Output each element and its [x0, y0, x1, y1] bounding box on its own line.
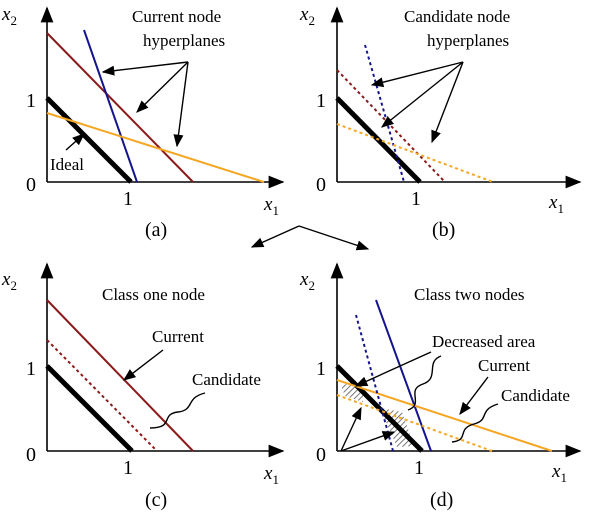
panel-c-x-axis-label: x1	[263, 463, 279, 487]
panel-b-axes	[330, 6, 582, 189]
panel-b-pointer-arrows	[370, 61, 464, 144]
panel-d-caption: (d)	[430, 489, 453, 511]
panel-a-x-axis-label: x1	[263, 194, 279, 218]
panel-c-current-hyperplane	[46, 299, 194, 452]
panel-c-pointers	[123, 349, 206, 429]
panel-d-ideal-line	[335, 364, 424, 453]
panel-b-y-tick-1: 1	[316, 90, 326, 112]
panel-c-axes	[40, 262, 285, 458]
transition-arrows	[250, 225, 370, 251]
panel-d-axes	[330, 262, 582, 458]
panel-d-origin-tick: 0	[316, 444, 326, 466]
panel-a-current-hyperplane-blue	[83, 29, 138, 183]
panel-b: x2 x1 0 1 1 Candidate node hyperplanes (…	[299, 4, 582, 241]
panel-a-axes	[40, 6, 285, 189]
panel-a-y-tick-1: 1	[26, 90, 36, 112]
panel-c-y-axis-label: x2	[1, 269, 17, 293]
panel-b-x-tick-1: 1	[411, 188, 421, 210]
panel-a-x-tick-1: 1	[123, 188, 133, 210]
panel-a: x2 x1 0 1 1 Current node hyperplanes Ide…	[1, 4, 285, 241]
panel-d-x-axis-label: x1	[551, 461, 567, 485]
panel-c-caption: (c)	[145, 489, 167, 511]
panel-b-x-axis-label: x1	[548, 192, 564, 216]
panel-a-ideal-line	[45, 96, 133, 184]
panel-a-title-line2: hyperplanes	[143, 31, 225, 50]
panel-a-ideal-label: Ideal	[50, 155, 84, 174]
panel-d-y-axis-label: x2	[299, 269, 315, 293]
panel-a-origin-tick: 0	[26, 174, 36, 196]
panel-d-current-hyperplane-orange	[336, 379, 553, 452]
panel-a-caption: (a)	[145, 219, 167, 241]
panel-b-candidate-hyperplane-red	[336, 69, 446, 183]
panel-d-decreased-area-label: Decreased area	[432, 332, 536, 351]
panel-c-origin-tick: 0	[26, 444, 36, 466]
panel-b-title-line2: hyperplanes	[427, 31, 509, 50]
panel-b-candidate-hyperplane-orange	[336, 123, 494, 183]
panel-c-current-label: Current	[152, 327, 204, 346]
panel-c-title: Class one node	[102, 285, 205, 304]
panel-c: x2 x1 0 1 1 Class one node Current Candi…	[1, 262, 285, 511]
panel-a-current-hyperplane-orange	[46, 112, 265, 183]
panel-d: x2 x1 0 1 1 Class two nodes Decreased ar…	[299, 262, 582, 511]
panel-c-candidate-label: Candidate	[192, 370, 261, 389]
panel-b-y-axis-label: x2	[299, 4, 315, 28]
panel-b-title-line1: Candidate node	[404, 7, 510, 26]
panel-c-y-tick-1: 1	[26, 358, 36, 380]
panel-a-title-line1: Current node	[132, 7, 221, 26]
panel-c-candidate-hyperplane	[46, 339, 158, 452]
panel-c-x-tick-1: 1	[123, 457, 133, 479]
panel-a-current-hyperplane-red	[46, 32, 194, 183]
panel-b-caption: (b)	[432, 219, 455, 241]
panel-d-current-label: Current	[478, 356, 530, 375]
panel-d-pointers	[340, 351, 499, 452]
panel-d-candidate-label: Candidate	[501, 386, 570, 405]
panel-a-y-axis-label: x2	[1, 4, 17, 28]
panel-d-y-tick-1: 1	[316, 358, 326, 380]
panel-d-x-tick-1: 1	[414, 457, 424, 479]
panel-b-origin-tick: 0	[316, 174, 326, 196]
panel-c-ideal-line	[45, 364, 134, 453]
panel-d-title: Class two nodes	[414, 285, 525, 304]
panel-a-pointer-arrows	[65, 61, 189, 151]
